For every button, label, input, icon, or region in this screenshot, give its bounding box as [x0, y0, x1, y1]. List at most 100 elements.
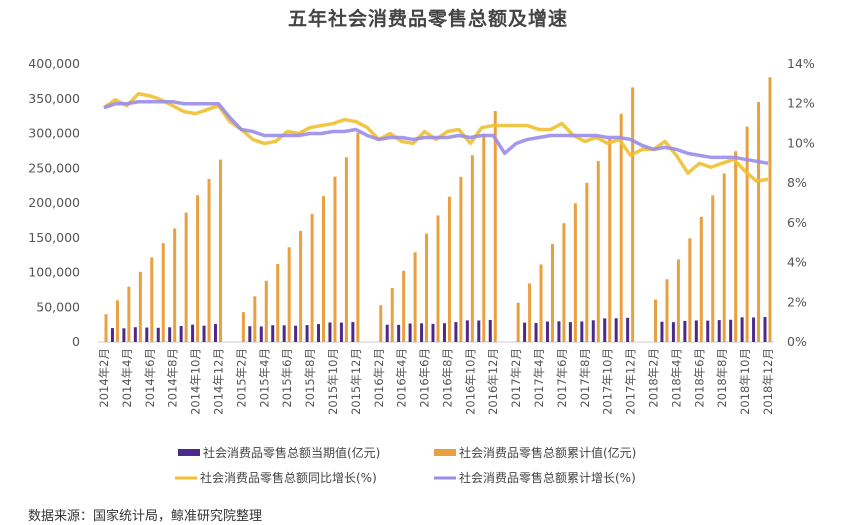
bar-monthly-value	[626, 317, 630, 342]
y-right-tick-label: 2%	[787, 294, 807, 309]
legend-label: 社会消费品零售总额累计增长(%)	[459, 470, 636, 485]
x-tick-label: 2017年10月	[601, 348, 615, 415]
bar-cumulative-value	[539, 264, 543, 342]
x-tick-label: 2017年4月	[532, 348, 546, 408]
bar-monthly-value	[156, 327, 160, 342]
bar-cumulative-value	[596, 161, 600, 342]
bar-cumulative-value	[676, 259, 680, 342]
bar-cumulative-value	[768, 77, 772, 342]
y-right-tick-label: 6%	[787, 215, 807, 230]
bar-monthly-value	[213, 324, 217, 342]
bar-monthly-value	[442, 323, 446, 342]
y-right-tick-label: 0%	[787, 334, 807, 349]
bar-cumulative-value	[264, 280, 268, 342]
bar-cumulative-value	[138, 271, 142, 342]
bar-monthly-value	[614, 318, 618, 342]
x-tick-label: 2017年8月	[578, 348, 592, 408]
x-tick-label: 2015年8月	[303, 348, 317, 408]
bar-cumulative-value	[413, 252, 417, 342]
bar-monthly-value	[557, 321, 561, 342]
bar-monthly-value	[145, 327, 149, 342]
x-tick-label: 2015年12月	[349, 348, 363, 415]
bar-cumulative-value	[585, 182, 589, 342]
line-yoy-growth	[103, 92, 769, 183]
bar-cumulative-value	[184, 212, 188, 342]
bar-cumulative-value	[562, 223, 566, 342]
bar-cumulative-value	[436, 215, 440, 342]
bar-monthly-value	[671, 322, 675, 342]
x-tick-label: 2018年4月	[669, 348, 683, 408]
x-tick-label: 2017年12月	[624, 348, 638, 415]
bar-cumulative-value	[218, 159, 222, 342]
bar-monthly-value	[110, 328, 114, 342]
x-tick-label: 2018年10月	[738, 348, 752, 415]
bar-monthly-value	[328, 322, 332, 342]
bar-monthly-value	[271, 325, 275, 342]
y-right-tick-label: 14%	[787, 56, 815, 71]
bar-monthly-value	[385, 324, 389, 342]
x-tick-label: 2014年8月	[166, 348, 180, 408]
legend-swatch	[434, 449, 456, 456]
bar-cumulative-value	[287, 247, 291, 342]
bar-cumulative-value	[493, 111, 497, 343]
y-left-tick-label: 250,000	[28, 160, 80, 175]
bar-cumulative-value	[516, 302, 520, 342]
bar-cumulative-value	[757, 102, 761, 342]
legend-label: 社会消费品零售总额同比增长(%)	[200, 470, 377, 485]
bar-cumulative-value	[459, 176, 463, 342]
x-tick-label: 2015年2月	[234, 348, 248, 408]
bar-cumulative-value	[699, 216, 703, 342]
y-left-tick-label: 400,000	[28, 56, 80, 71]
y-left-tick-label: 150,000	[28, 230, 80, 245]
legend-label: 社会消费品零售总额累计值(亿元)	[459, 445, 636, 460]
bar-cumulative-value	[207, 178, 211, 342]
bar-monthly-value	[706, 320, 710, 342]
bar-monthly-value	[179, 326, 183, 342]
bar-cumulative-value	[173, 228, 177, 342]
bar-monthly-value	[660, 321, 664, 342]
bar-monthly-value	[694, 320, 698, 342]
bar-cumulative-value	[722, 173, 726, 342]
x-tick-label: 2016年10月	[463, 348, 477, 415]
bar-cumulative-value	[734, 151, 738, 342]
bar-monthly-value	[717, 320, 721, 342]
bar-monthly-value	[351, 322, 355, 342]
bar-cumulative-value	[654, 299, 658, 342]
bar-cumulative-value	[161, 243, 165, 342]
x-tick-label: 2016年12月	[486, 348, 500, 415]
legend-swatch	[178, 449, 200, 456]
bar-monthly-value	[477, 320, 481, 342]
bar-cumulative-value	[619, 113, 623, 342]
y-left-tick-label: 100,000	[28, 265, 80, 280]
bar-monthly-value	[568, 322, 572, 342]
bar-monthly-value	[294, 325, 298, 342]
y-left-tick-label: 350,000	[28, 91, 80, 106]
bar-monthly-value	[523, 322, 527, 342]
bar-monthly-value	[305, 325, 309, 342]
x-tick-label: 2016年8月	[440, 348, 454, 408]
bar-cumulative-value	[528, 283, 532, 342]
bar-monthly-value	[465, 320, 469, 342]
bar-cumulative-value	[402, 270, 406, 342]
x-tick-label: 2016年2月	[372, 348, 386, 408]
bar-cumulative-value	[253, 296, 257, 342]
bar-monthly-value	[534, 323, 538, 342]
bar-monthly-value	[740, 317, 744, 342]
x-tick-label: 2015年4月	[257, 348, 271, 408]
x-tick-label: 2018年8月	[715, 348, 729, 408]
bar-cumulative-value	[470, 155, 474, 342]
x-tick-label: 2014年4月	[120, 348, 134, 408]
y-right-tick-label: 10%	[787, 135, 815, 150]
bar-cumulative-value	[356, 132, 360, 342]
bar-cumulative-value	[425, 233, 429, 342]
x-tick-label: 2015年6月	[280, 348, 294, 408]
bar-monthly-value	[202, 325, 206, 342]
bar-monthly-value	[488, 319, 492, 342]
bar-cumulative-value	[550, 243, 554, 342]
legend-label: 社会消费品零售总额当期值(亿元)	[203, 445, 380, 460]
bar-cumulative-value	[379, 305, 383, 342]
bar-cumulative-value	[196, 195, 200, 342]
bar-monthly-value	[282, 325, 286, 342]
x-tick-label: 2014年12月	[211, 348, 225, 415]
